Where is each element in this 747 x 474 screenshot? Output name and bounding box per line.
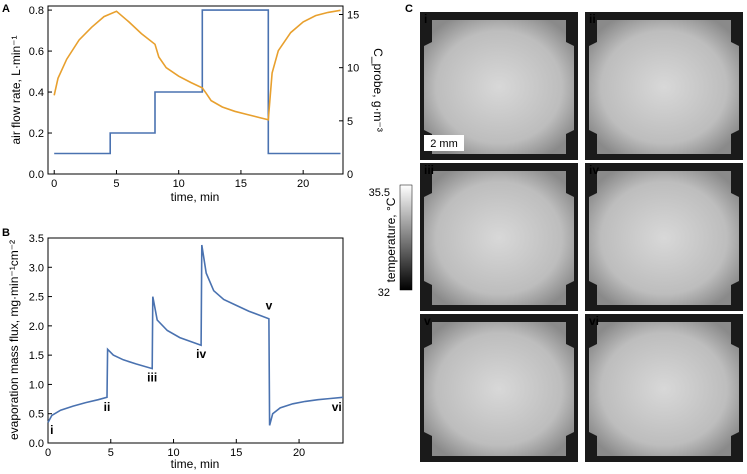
panel-b-xtick-label: 20 (293, 447, 305, 459)
thermal-image-label: i (424, 12, 427, 26)
panel-b-annotation: v (266, 298, 273, 312)
panel-b-xtick-label: 5 (108, 447, 114, 459)
panel-a-frame (47, 5, 344, 175)
panel-a-y2tick-label: 15 (347, 10, 359, 22)
thermal-image-sample (424, 20, 574, 154)
thermal-image-sample (424, 171, 574, 305)
panel-b-xtick-label: 10 (167, 447, 179, 459)
thermal-image: iii (420, 163, 578, 311)
thermal-image-label: vi (589, 314, 599, 328)
panel-a-xlabel: time, min (171, 190, 220, 204)
panel-b-ytick-label: 0.5 (29, 409, 44, 421)
colorbar (399, 184, 413, 291)
panel-b-annotation: iv (196, 347, 206, 361)
panel-a-y2tick-label: 10 (347, 63, 359, 75)
panel-a-y2tick-label: 0 (347, 169, 353, 181)
panel-a-xtick-label: 5 (113, 178, 119, 190)
thermal-image: ii (585, 12, 743, 160)
thermal-image-sample (589, 322, 739, 456)
thermal-image: iv (585, 163, 743, 311)
panel-b-ylabel: evaporation mass flux, mg·min⁻¹cm⁻² (7, 240, 21, 440)
panel-b-ytick-label: 1.0 (29, 379, 44, 391)
panel-a-ytick-label: 0.8 (29, 5, 44, 17)
panel-a-ylabel: air flow rate, L·min⁻¹ (9, 35, 23, 144)
thermal-image-label: iii (424, 163, 434, 177)
concentration-line (53, 9, 341, 121)
panel-label-a: A (2, 3, 10, 15)
panel-a-xtick-label: 15 (235, 178, 247, 190)
panel-a-ytick-label: 0.6 (29, 46, 44, 58)
panel-a-xtick-label: 0 (51, 178, 57, 190)
panel-a-ytick-label: 0.2 (29, 128, 44, 140)
panel-b-xtick-label: 0 (45, 447, 51, 459)
panel-a-y2tick-label: 5 (347, 116, 353, 128)
panel-b-ytick-label: 0.0 (29, 438, 44, 450)
panel-a-xtick-label: 10 (173, 178, 185, 190)
panel-b-ytick-label: 3.0 (29, 262, 44, 274)
thermal-image-sample (424, 322, 574, 456)
colorbar-min: 32 (378, 287, 390, 299)
panel-b-ytick-label: 1.5 (29, 350, 44, 362)
panel-label-b: B (2, 227, 10, 239)
thermal-image-label: v (424, 314, 431, 328)
panel-b-annotation: iii (147, 371, 157, 385)
panel-b-ytick-label: 2.5 (29, 292, 44, 304)
panel-b-xtick-label: 15 (230, 447, 242, 459)
scale-bar-box (424, 135, 464, 151)
flow-rate-line (54, 9, 341, 155)
evaporation-flux-line (47, 244, 344, 426)
thermal-image-label: ii (589, 12, 596, 26)
panel-b-frame (47, 237, 344, 444)
scale-bar: 2 mm (424, 135, 464, 151)
thermal-image-label: iv (589, 163, 599, 177)
panel-b-ytick-label: 2.0 (29, 321, 44, 333)
panel-b-xlabel: time, min (171, 457, 220, 471)
thermal-image: vi (585, 314, 743, 462)
panel-b-annotation: ii (104, 400, 111, 414)
panel-a-chart: A 0 5 10 15 20 0.0 0.2 0.4 0.6 0.8 0 5 10 15 time, mi… (2, 3, 385, 204)
thermal-image: v (420, 314, 578, 462)
panel-a-y2label: C_probe, g·m⁻³ (371, 48, 385, 132)
panel-b-annotation: vi (332, 400, 342, 414)
panel-a-ytick-label: 0.0 (29, 169, 44, 181)
panel-b-chart: B 0 5 10 15 200.00.51.01.52.02.53.03.5 iiiii… (2, 227, 344, 471)
thermal-image-sample (589, 20, 739, 154)
scale-bar-label: 2 mm (430, 138, 458, 150)
panel-b-ytick-label: 3.5 (29, 233, 44, 245)
panel-b-annotation: i (50, 423, 53, 437)
colorbar-label: temperature, °C (384, 197, 398, 282)
thermal-image-sample (589, 171, 739, 305)
panel-a-xtick-label: 20 (297, 178, 309, 190)
panel-label-c: C (405, 3, 413, 15)
panel-a-ytick-label: 0.4 (29, 87, 44, 99)
colorbar-max: 35.5 (369, 187, 390, 199)
